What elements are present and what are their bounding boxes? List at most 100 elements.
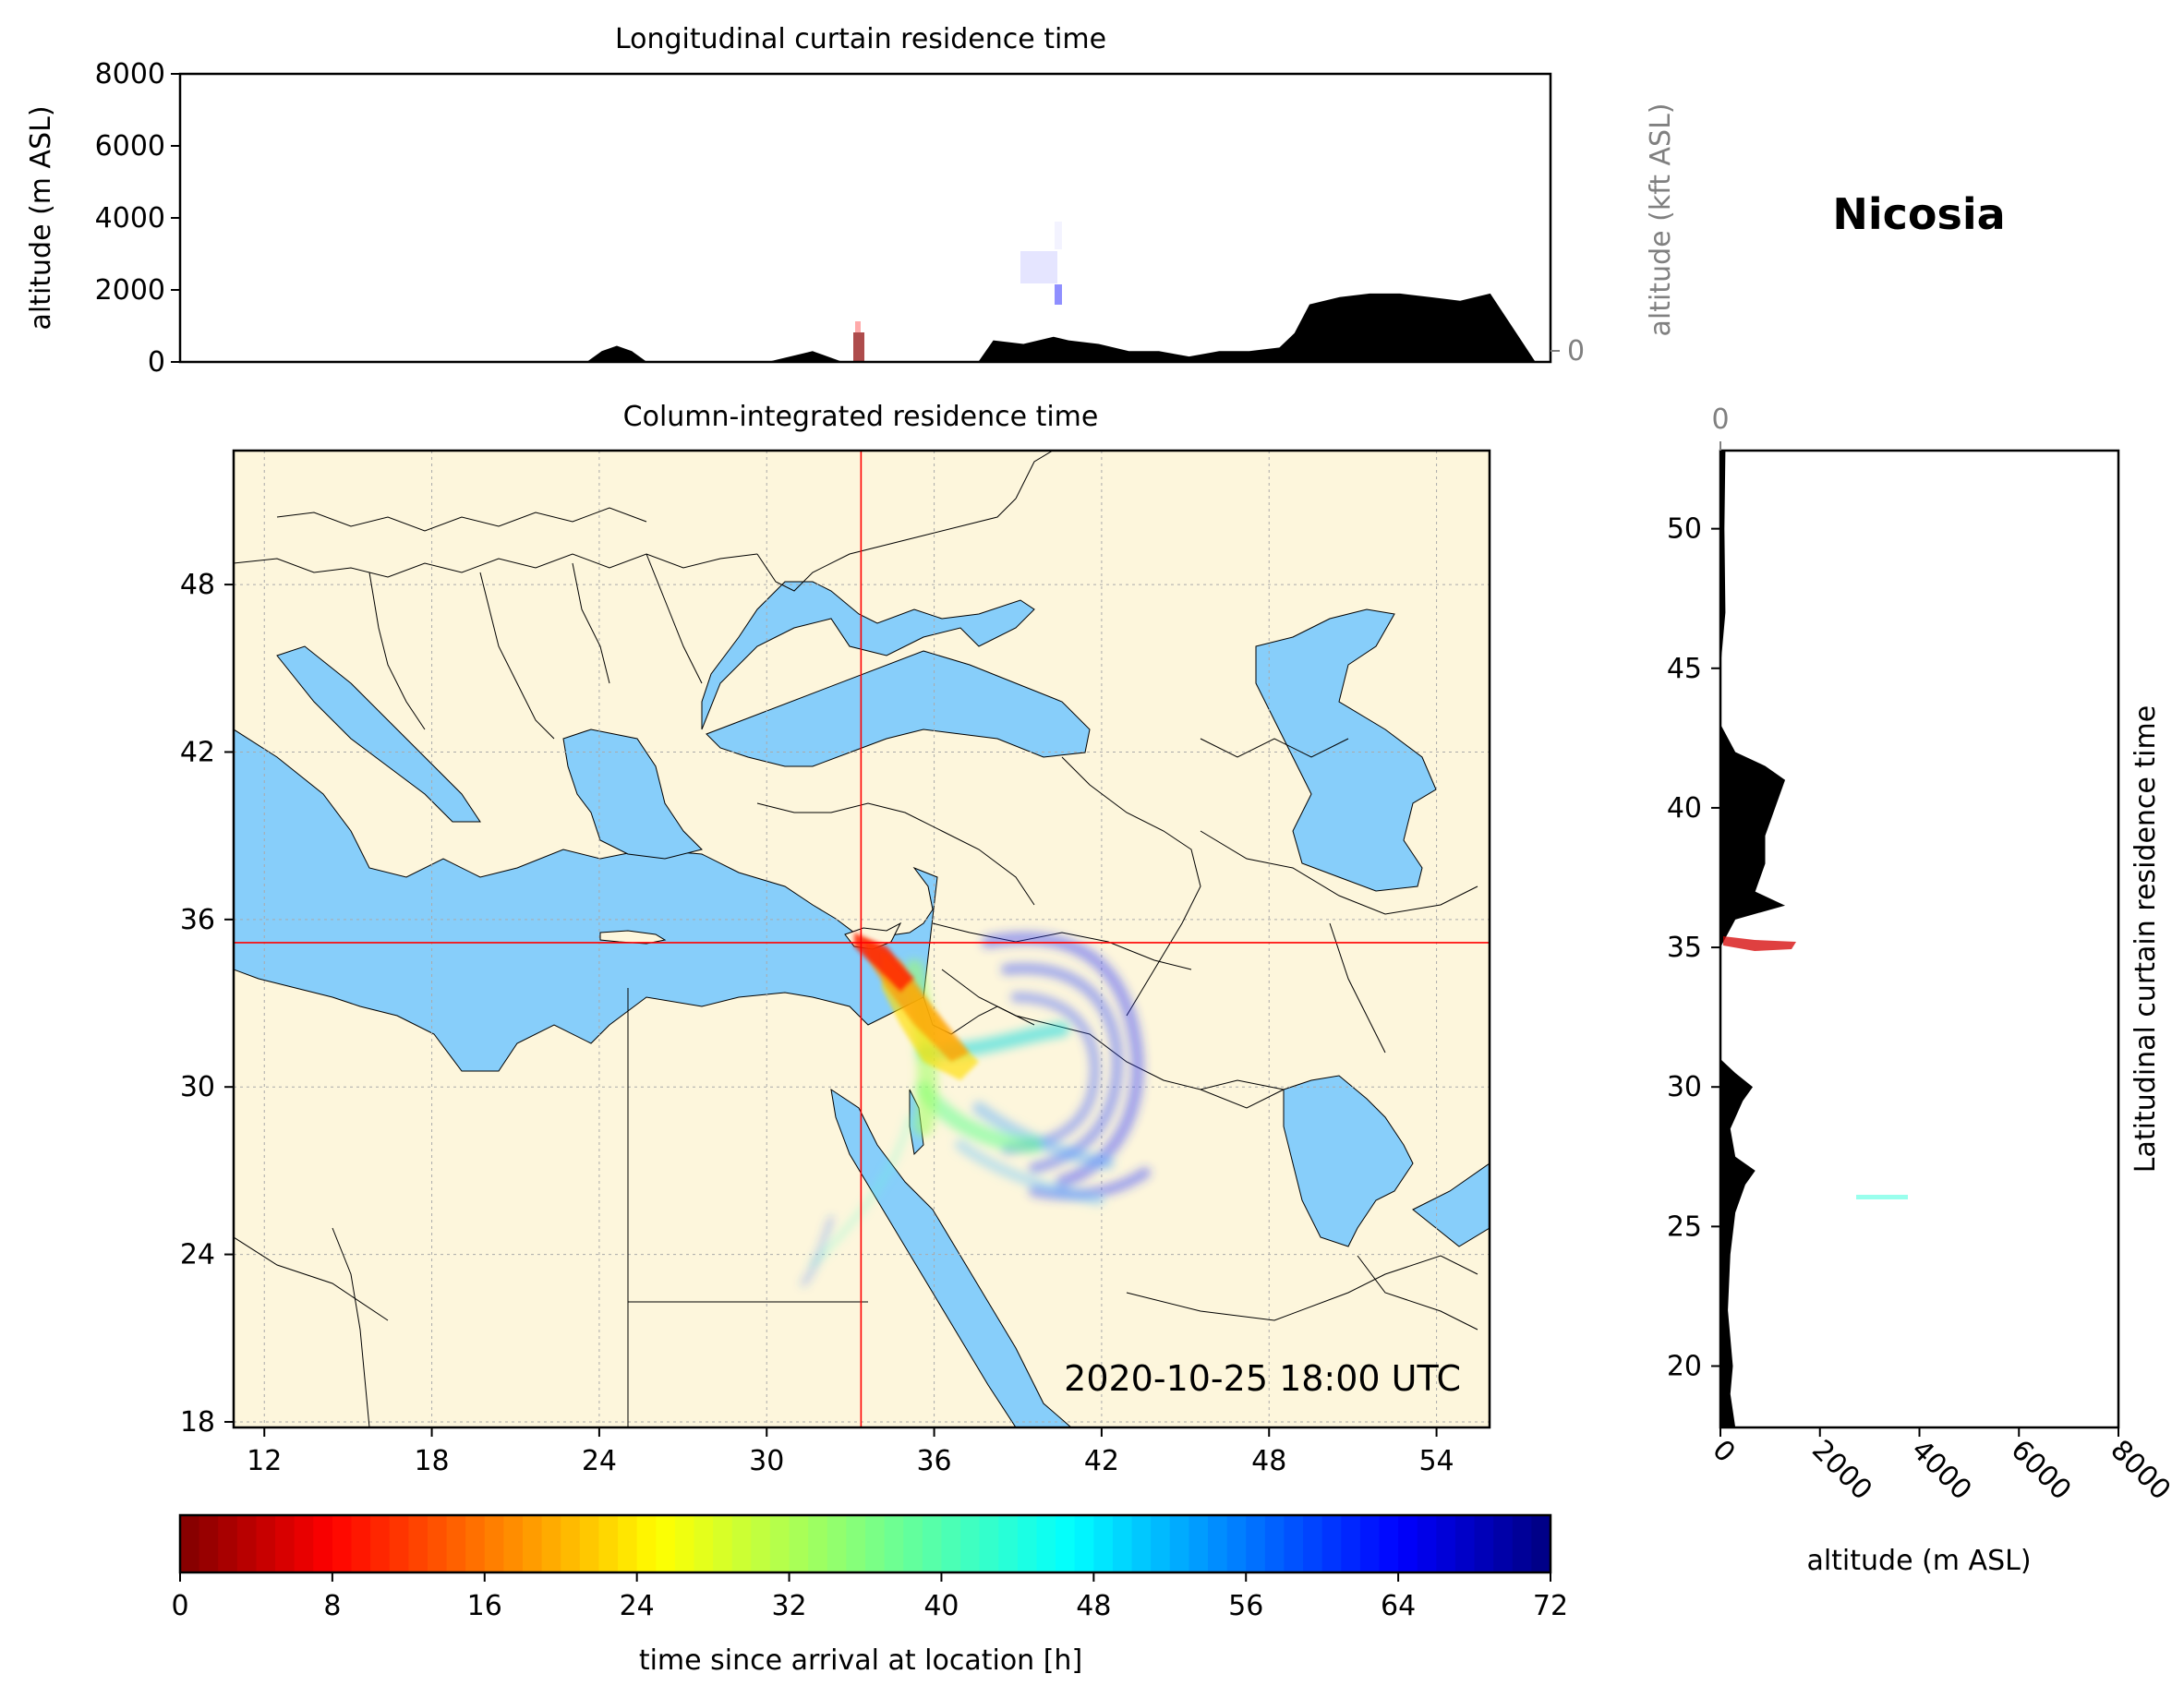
right-ytick-label: 40	[1667, 792, 1702, 825]
longitudinal-plume-blue-top	[1055, 222, 1062, 249]
location-title: Nicosia	[1832, 189, 2005, 239]
colorbar-frame	[178, 1513, 1552, 1574]
plume-arc-cyan-low	[955, 1139, 1104, 1206]
longitudinal-panel: Longitudinal curtain residence time 0 200…	[25, 23, 1677, 379]
right-xtick-label: 2000	[1805, 1434, 1878, 1507]
colorbar-cell	[598, 1515, 619, 1572]
longitudinal-terrain	[511, 293, 1536, 362]
colorbar: 0 8 16 24 32 40 48 56 64 72 time since arrival at…	[171, 1513, 1568, 1677]
colorbar-cell	[827, 1515, 847, 1572]
colorbar-cell	[884, 1515, 904, 1572]
right-ytick-label: 30	[1667, 1071, 1702, 1103]
colorbar-cell	[1454, 1515, 1476, 1572]
longitudinal-y-axis: 0 2000 4000 6000 8000	[95, 58, 180, 379]
colorbar-cell	[1151, 1515, 1171, 1572]
colorbar-ticks: 0 8 16 24 32 40 48 56 64 72	[171, 1572, 1568, 1622]
latitudinal-x2-axis: 050100	[1711, 403, 1730, 451]
colorbar-cell	[1359, 1515, 1381, 1572]
colorbar-cell	[389, 1515, 409, 1572]
right-ytick-label: 20	[1667, 1350, 1702, 1382]
colorbar-cell	[1474, 1515, 1494, 1572]
colorbar-cell	[789, 1515, 809, 1572]
plume-arc-outer	[982, 932, 1144, 1188]
colorbar-tick-label: 48	[1076, 1590, 1111, 1622]
colorbar-cell	[1208, 1515, 1228, 1572]
colorbar-cell	[579, 1515, 600, 1572]
colorbar-gradient	[180, 1515, 1551, 1572]
colorbar-cell	[1341, 1515, 1361, 1572]
colorbar-tick-label: 8	[323, 1590, 341, 1622]
colorbar-cell	[180, 1515, 200, 1572]
map-ytick-label: 48	[180, 569, 215, 601]
map-xtick-label: 30	[749, 1445, 784, 1477]
colorbar-cell	[846, 1515, 866, 1572]
map-xtick-label: 24	[582, 1445, 617, 1477]
aegean-sea	[562, 729, 703, 860]
residence-plume	[801, 932, 1151, 1286]
top-ytick-label: 8000	[95, 58, 165, 90]
colorbar-cell	[865, 1515, 886, 1572]
colorbar-cell	[351, 1515, 371, 1572]
map-ytick-label: 24	[180, 1239, 215, 1271]
colorbar-cell	[370, 1515, 391, 1572]
colorbar-cell	[731, 1515, 752, 1572]
plume-arc-mid	[1001, 962, 1124, 1174]
black-sea	[701, 581, 1091, 767]
colorbar-cell	[1303, 1515, 1323, 1572]
colorbar-tick-label: 40	[923, 1590, 959, 1622]
crete	[599, 930, 667, 945]
colorbar-cell	[1112, 1515, 1133, 1572]
map-area: 2020-10-25 18:00 UTC	[234, 451, 1490, 1427]
colorbar-cell	[1512, 1515, 1532, 1572]
colorbar-cell	[275, 1515, 296, 1572]
colorbar-tick-label: 64	[1381, 1590, 1416, 1622]
longitudinal-plume-blue	[1020, 251, 1057, 283]
colorbar-cell	[1131, 1515, 1152, 1572]
seas	[234, 581, 1490, 1427]
colorbar-tick-label: 16	[467, 1590, 502, 1622]
map-panel: Column-integrated residence time	[180, 401, 1491, 1477]
longitudinal-plume-blue-low	[1055, 284, 1062, 305]
right-ytick-label: 25	[1667, 1210, 1702, 1243]
colorbar-tick-label: 0	[171, 1590, 188, 1622]
plume-arc-south	[1029, 1167, 1151, 1200]
map-ytick-label: 36	[180, 904, 215, 936]
colorbar-cell	[656, 1515, 676, 1572]
colorbar-cell	[960, 1515, 981, 1572]
map-ytick-label: 42	[180, 736, 215, 768]
right-ytick-label: 50	[1667, 513, 1702, 546]
map-xtick-label: 54	[1418, 1445, 1454, 1477]
red-sea	[830, 1088, 1072, 1427]
colorbar-cell	[541, 1515, 561, 1572]
map-ytick-label: 18	[180, 1406, 215, 1439]
mediterranean-sea	[234, 729, 938, 1072]
colorbar-cell	[1493, 1515, 1514, 1572]
latitudinal-xlabel: altitude (m ASL)	[1806, 1545, 2031, 1577]
longitudinal-y2-axis: 050100	[1551, 335, 1585, 367]
latitudinal-plume-red	[1723, 936, 1796, 951]
right-xtick-label: 0	[1706, 1434, 1741, 1469]
colorbar-cell	[1056, 1515, 1076, 1572]
colorbar-cell	[561, 1515, 581, 1572]
latitudinal-ylabel: Latitudinal curtain residence time	[2130, 705, 2162, 1173]
colorbar-cell	[1017, 1515, 1038, 1572]
colorbar-cell	[1074, 1515, 1094, 1572]
map-title: Column-integrated residence time	[623, 401, 1099, 433]
latitudinal-terrain	[1720, 451, 1786, 1427]
plume-tail-blue	[801, 1216, 834, 1286]
colorbar-cell	[636, 1515, 657, 1572]
colorbar-cell	[484, 1515, 504, 1572]
colorbar-label: time since arrival at location [h]	[639, 1644, 1082, 1677]
colorbar-cell	[1417, 1515, 1437, 1572]
colorbar-cell	[1169, 1515, 1189, 1572]
colorbar-cell	[503, 1515, 524, 1572]
longitudinal-ylabel: altitude (m ASL)	[25, 105, 57, 330]
colorbar-cell	[769, 1515, 790, 1572]
colorbar-tick-label: 56	[1228, 1590, 1263, 1622]
latitudinal-y-axis: 20 25 30 35 40 45 50	[1667, 513, 1720, 1382]
map-xtick-label: 42	[1084, 1445, 1119, 1477]
map-xtick-label: 36	[916, 1445, 951, 1477]
right-xtick-label: 6000	[2005, 1434, 2078, 1507]
